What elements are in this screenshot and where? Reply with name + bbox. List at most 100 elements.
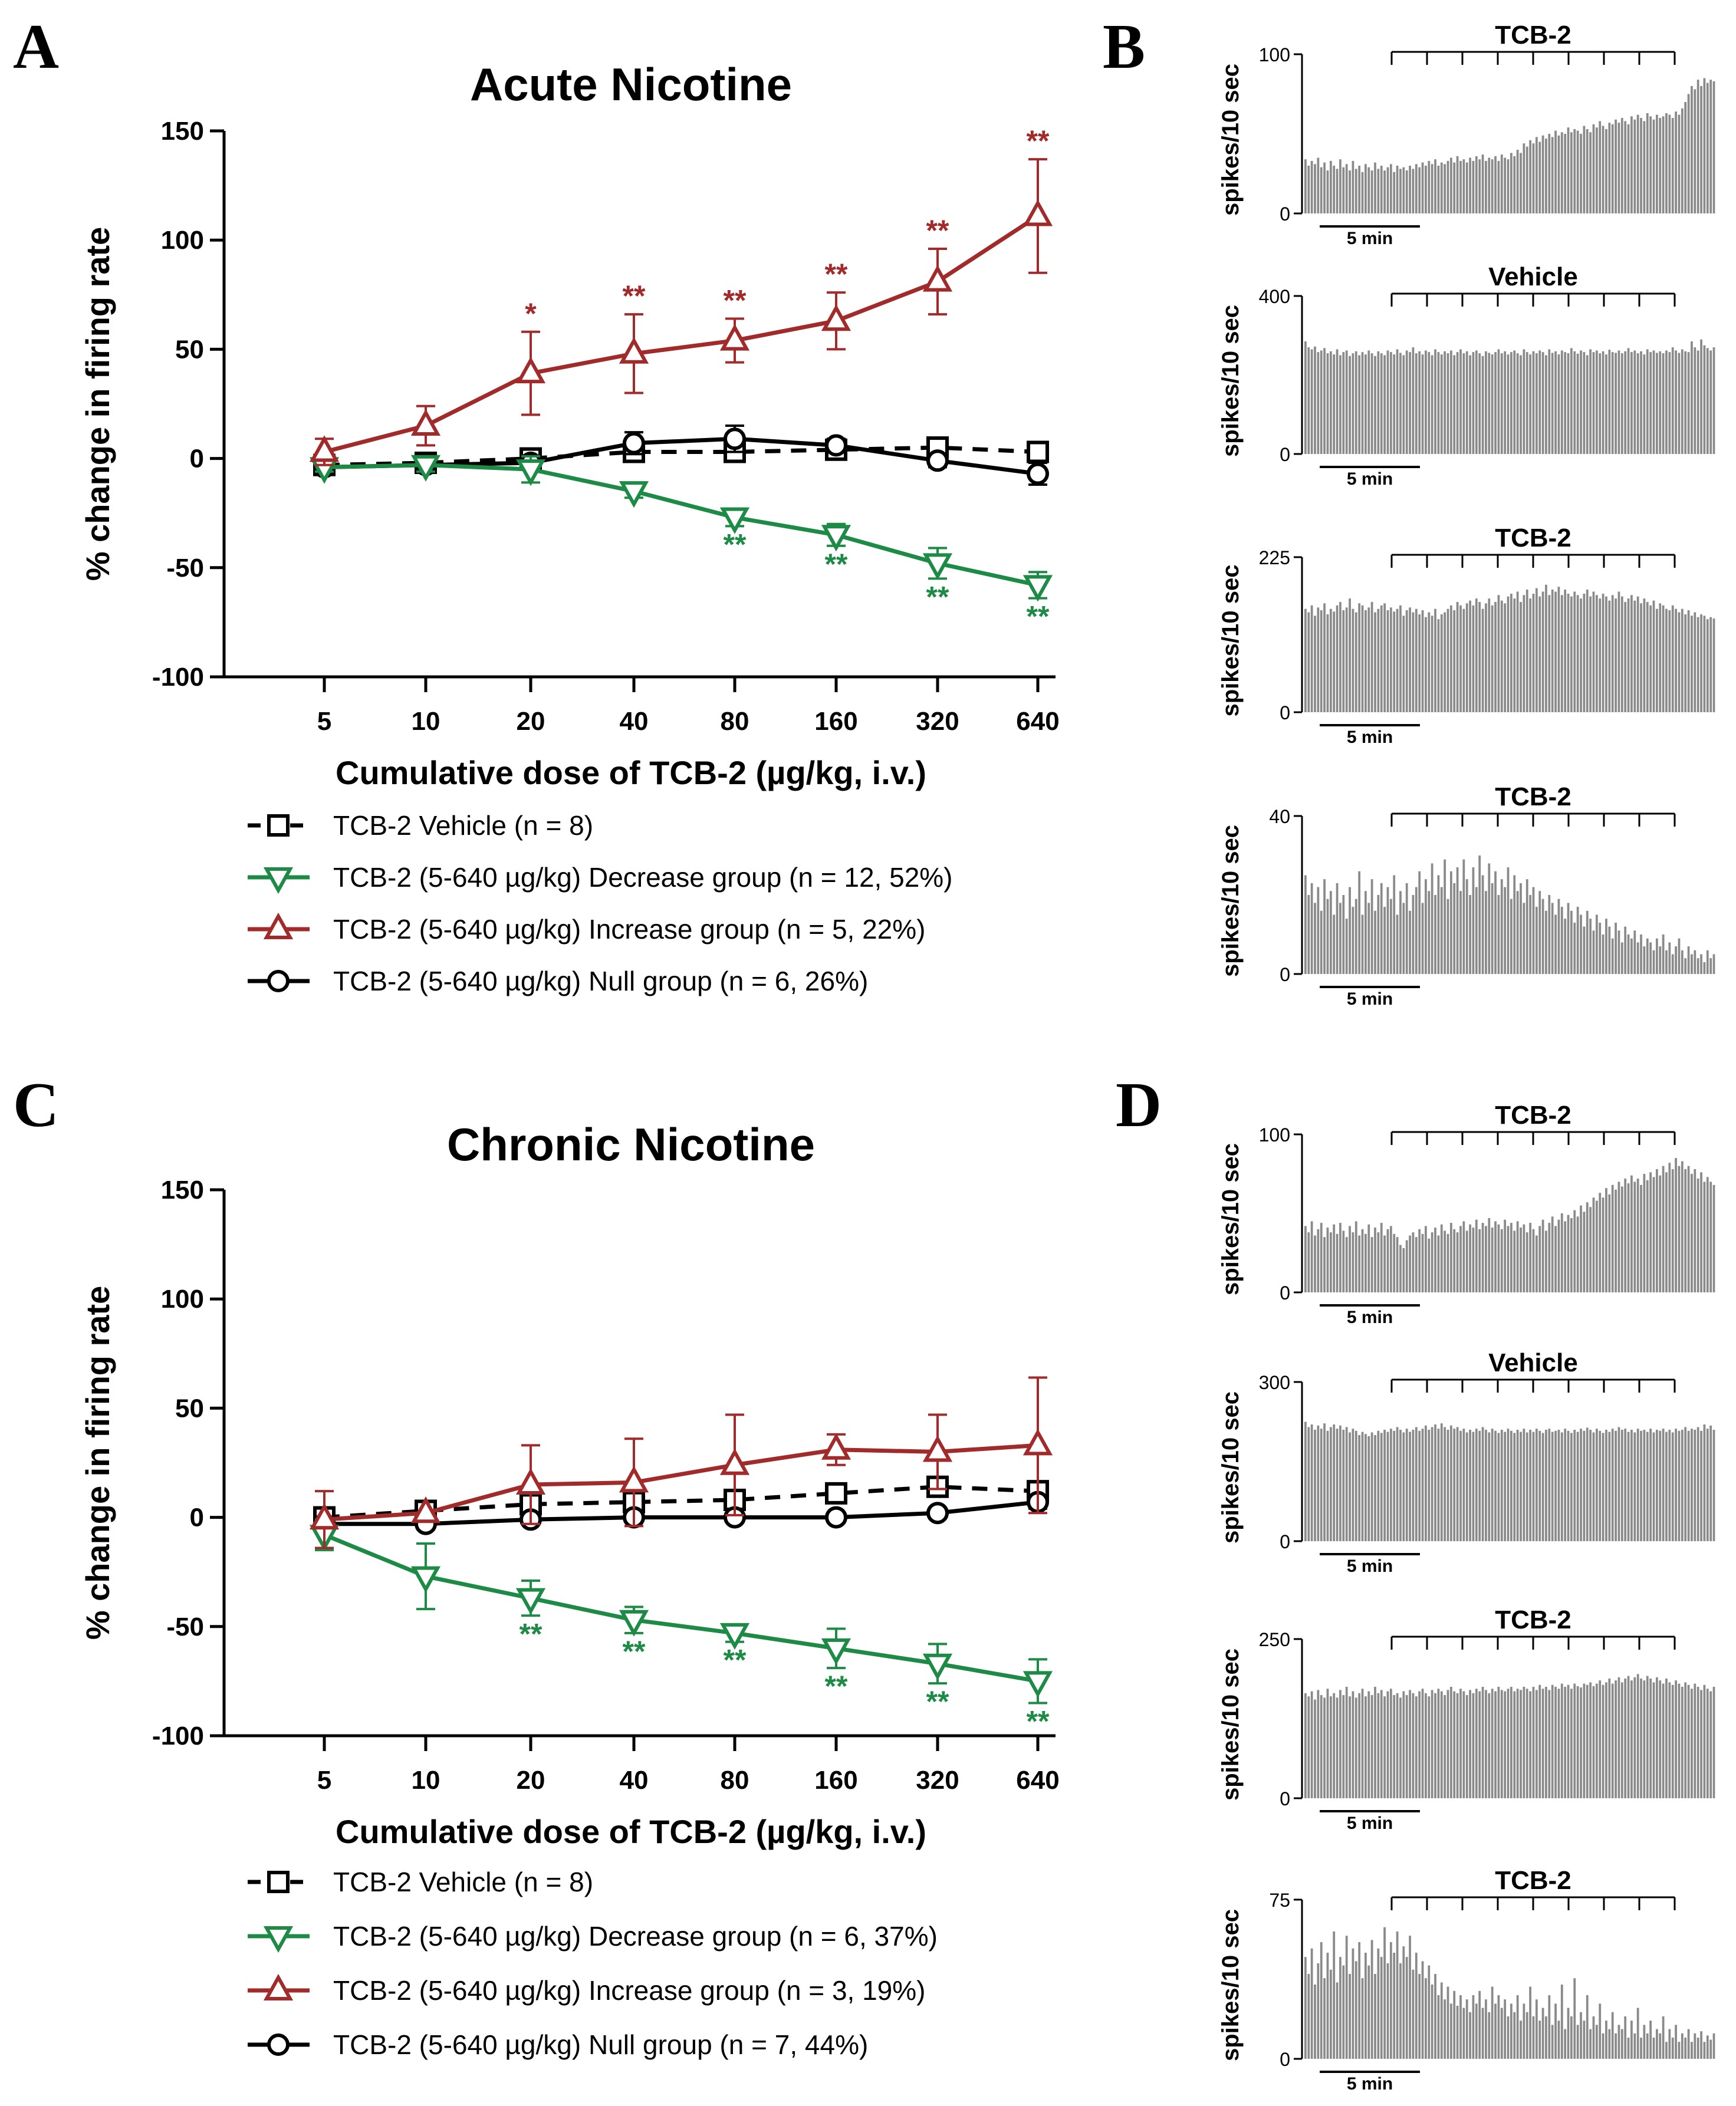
- spike-bar: [1507, 354, 1510, 454]
- spike-bar: [1437, 1235, 1440, 1292]
- series-increase: [309, 1376, 1053, 1549]
- spike-bar: [1681, 349, 1684, 454]
- spike-bar: [1586, 355, 1589, 454]
- spike-bar: [1370, 601, 1373, 712]
- spike-bar: [1415, 353, 1418, 454]
- spike-bar: [1507, 2016, 1510, 2059]
- spike-bar: [1314, 164, 1316, 213]
- spike-bar: [1649, 1678, 1652, 1798]
- spike-bar: [1446, 608, 1449, 712]
- spike-bar: [1523, 903, 1525, 974]
- spike-bar: [1449, 157, 1452, 213]
- spike-bar: [1405, 1240, 1408, 1292]
- panel-letter-a: A: [13, 12, 59, 82]
- spike-bar: [1314, 1235, 1316, 1292]
- x-tick-label: 5: [317, 707, 331, 736]
- spike-bar: [1516, 1221, 1519, 1292]
- spike-bar: [1354, 1221, 1357, 1292]
- spike-bar: [1428, 1965, 1431, 2059]
- spike-bar: [1405, 610, 1408, 712]
- spike-bar: [1304, 875, 1307, 974]
- spike-bar: [1377, 608, 1380, 712]
- spike-bar: [1513, 2012, 1516, 2059]
- spike-bar: [1491, 1689, 1494, 1798]
- spike-bar: [1655, 1430, 1658, 1541]
- spike-bar: [1453, 162, 1456, 213]
- spike-bar: [1605, 354, 1607, 454]
- spike-bar: [1472, 605, 1475, 712]
- legend-marker: [267, 1871, 290, 1893]
- data-point: [825, 434, 847, 457]
- trace-ymin-label: 0: [1280, 444, 1290, 465]
- spike-bar: [1564, 919, 1567, 974]
- spike-bar: [1700, 1172, 1702, 1292]
- spike-bar: [1317, 352, 1320, 454]
- spike-bar: [1478, 601, 1481, 712]
- spike-bar: [1317, 1690, 1320, 1798]
- spike-bar: [1345, 607, 1348, 712]
- spike-bar: [1333, 611, 1336, 712]
- spike-bar: [1323, 603, 1326, 712]
- spike-bar: [1488, 598, 1491, 712]
- spike-bar: [1649, 2021, 1652, 2059]
- trace-ymax-label: 250: [1259, 1629, 1290, 1650]
- spike-bar: [1633, 350, 1636, 454]
- spike-bar: [1317, 1425, 1320, 1541]
- spike-bar: [1345, 350, 1348, 454]
- spike-bar: [1516, 591, 1519, 712]
- spike-bar: [1336, 1982, 1339, 2059]
- spike-bar: [1529, 598, 1531, 712]
- spike-bar: [1352, 1232, 1354, 1292]
- spike-bar: [1545, 1430, 1547, 1541]
- spike-bar: [1620, 596, 1623, 712]
- spike-bar: [1354, 1430, 1357, 1541]
- spike-bar: [1643, 946, 1646, 974]
- spike-bar: [1310, 1221, 1313, 1292]
- spike-bar: [1510, 1430, 1513, 1541]
- spike-bar: [1418, 1974, 1421, 2059]
- spike-bar: [1446, 1986, 1449, 2059]
- spike-bar: [1652, 2038, 1655, 2059]
- spike-bar: [1393, 1233, 1396, 1292]
- trace-ymax-label: 225: [1259, 547, 1290, 568]
- spike-bar: [1342, 610, 1345, 712]
- spike-bar: [1399, 1245, 1402, 1292]
- spike-bar: [1520, 1432, 1522, 1541]
- spike-bar: [1541, 899, 1544, 974]
- spike-bar: [1643, 1174, 1646, 1292]
- data-point: [619, 1610, 649, 1637]
- spike-bar: [1494, 871, 1497, 974]
- spike-bar: [1589, 596, 1592, 712]
- spike-bar: [1399, 891, 1402, 974]
- spike-bar: [1437, 352, 1440, 454]
- spike-bar: [1510, 153, 1513, 213]
- spike-bar: [1560, 350, 1563, 454]
- spike-bar: [1405, 350, 1408, 454]
- spike-bar: [1345, 1427, 1348, 1541]
- spike-bar: [1615, 1680, 1617, 1798]
- legend-entry-increase: TCB-2 (5-640 µg/kg) Increase group (n = …: [248, 912, 925, 945]
- spike-bar: [1469, 1224, 1471, 1292]
- spike-bar: [1675, 946, 1677, 974]
- spike-bar: [1314, 616, 1316, 712]
- spike-bar: [1481, 154, 1484, 213]
- spike-bar: [1573, 1210, 1576, 1292]
- x-tick-label: 80: [721, 1766, 749, 1795]
- data-point: [410, 409, 441, 436]
- trace: TCB-2 250 0 spikes/10 sec 5 min: [1218, 1605, 1715, 1833]
- spike-bar: [1409, 1235, 1411, 1292]
- spike-bar: [1684, 614, 1687, 712]
- spike-bar: [1548, 895, 1551, 974]
- spike-bar: [1684, 1427, 1687, 1541]
- spike-bar: [1475, 1429, 1478, 1541]
- spike-bar: [1418, 1691, 1421, 1798]
- trace: TCB-2 225 0 spikes/10 sec 5 min: [1218, 524, 1715, 747]
- spike-bar: [1320, 610, 1323, 712]
- spike-bar: [1444, 1695, 1446, 1798]
- spike-bar: [1374, 1974, 1376, 2059]
- spike-bar: [1665, 113, 1668, 213]
- spike-bar: [1444, 859, 1446, 974]
- spike-bar: [1709, 2039, 1712, 2059]
- spike-bar: [1583, 593, 1586, 712]
- spike-bar: [1678, 353, 1681, 454]
